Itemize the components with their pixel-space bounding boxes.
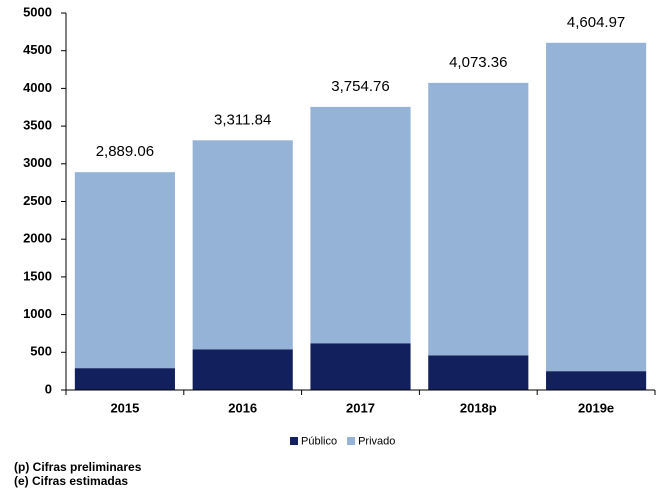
total-label: 3,754.76 — [331, 78, 389, 95]
note: (p) Cifras preliminares — [14, 460, 142, 474]
legend-label: Privado — [358, 435, 395, 447]
y-tick-label: 2500 — [23, 193, 52, 208]
bar-segment — [74, 368, 175, 390]
y-tick-label: 1000 — [23, 306, 52, 321]
y-tick-label: 2000 — [23, 231, 52, 246]
bar-segment — [74, 172, 175, 369]
bar-segment — [310, 343, 411, 390]
y-tick-label: 5000 — [23, 4, 52, 19]
bar-segment — [428, 355, 529, 390]
legend-label: Público — [301, 435, 337, 447]
y-tick-label: 1500 — [23, 268, 52, 283]
bar-segment — [192, 140, 293, 350]
total-label: 4,073.36 — [449, 54, 507, 71]
bar-segment — [428, 82, 529, 356]
bar-segment — [310, 106, 411, 344]
x-tick-label: 2018p — [460, 400, 497, 415]
y-tick-label: 4500 — [23, 42, 52, 57]
bar-segment — [546, 371, 647, 390]
legend-swatch — [290, 437, 298, 445]
y-tick-label: 3500 — [23, 118, 52, 133]
x-tick-label: 2015 — [110, 400, 139, 415]
total-label: 4,604.97 — [567, 14, 625, 31]
note: (e) Cifras estimadas — [14, 474, 128, 488]
y-tick-label: 500 — [30, 344, 52, 359]
bar-segment — [192, 349, 293, 390]
y-tick-label: 0 — [45, 381, 52, 396]
y-tick-label: 4000 — [23, 80, 52, 95]
x-tick-label: 2017 — [346, 400, 375, 415]
total-label: 3,311.84 — [214, 111, 271, 128]
y-tick-label: 3000 — [23, 155, 52, 170]
x-tick-label: 2016 — [228, 400, 257, 415]
legend-swatch — [347, 437, 356, 445]
bar-segment — [546, 42, 647, 372]
x-tick-label: 2019e — [578, 400, 614, 415]
total-label: 2,889.06 — [96, 143, 154, 160]
